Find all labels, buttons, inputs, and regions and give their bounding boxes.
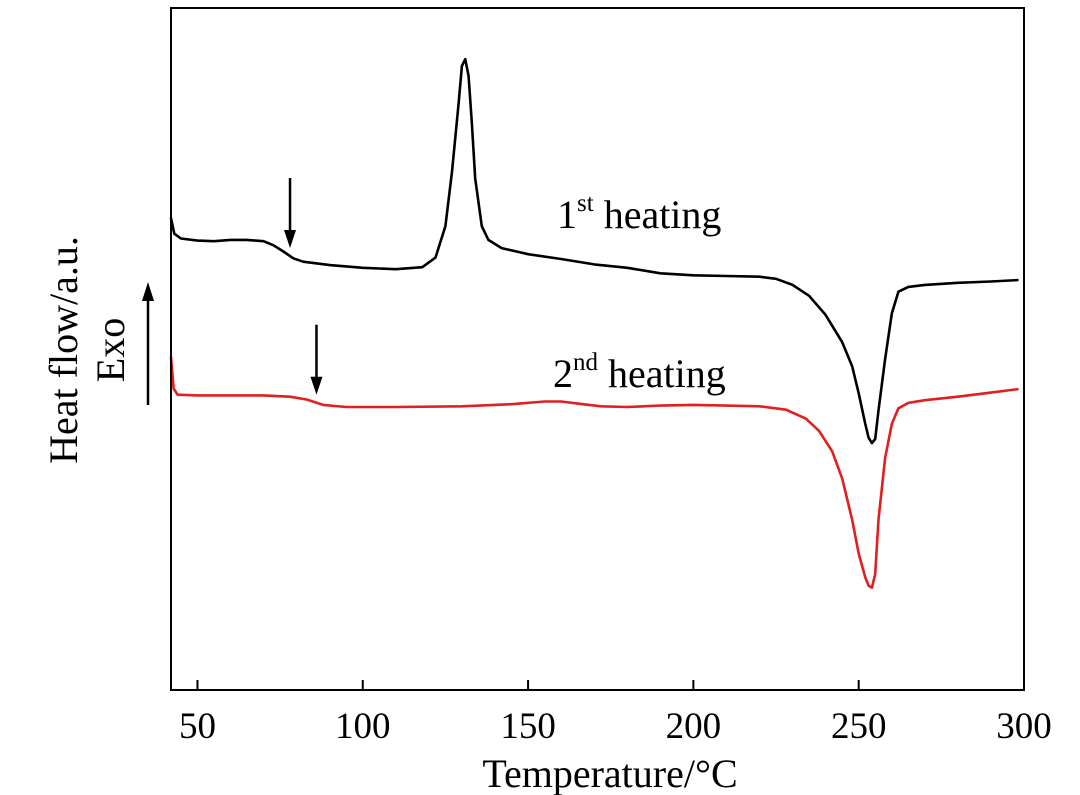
x-tick-label-250: 250: [831, 706, 887, 747]
series-label-2: 2nd heating: [553, 349, 726, 396]
tg-arrow-2: [310, 324, 323, 395]
x-axis-ticks: [196, 680, 1025, 690]
x-axis-title: Temperature/°C: [482, 751, 737, 795]
x-tick-label-100: 100: [335, 706, 391, 747]
tg-arrow-1: [284, 178, 297, 249]
x-axis-tick-labels: 50 100 150 200 250 300: [179, 706, 1052, 747]
x-tick-label-150: 150: [500, 706, 556, 747]
series-line-1: [169, 57, 1019, 445]
exo-direction-arrow: [142, 282, 154, 405]
series-line-2: [169, 355, 1019, 589]
x-tick-label-200: 200: [666, 706, 722, 747]
series-label-1: 1st heating: [557, 190, 721, 237]
exo-label: Exo: [88, 318, 133, 382]
x-tick-label-300: 300: [996, 706, 1052, 747]
y-axis-title: Heat flow/a.u.: [41, 236, 86, 464]
x-tick-label-50: 50: [179, 706, 216, 747]
glass-transition-arrows: [284, 178, 323, 395]
plot-frame: [170, 7, 1025, 691]
curves-layer: [169, 57, 1019, 589]
curve-labels: 1st heating 2nd heating: [553, 190, 726, 396]
